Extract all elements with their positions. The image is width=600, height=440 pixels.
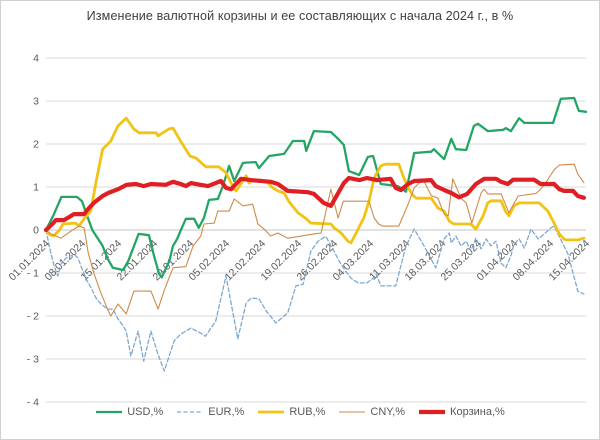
legend-label: Корзина,% (450, 406, 505, 418)
legend-line-sample (96, 410, 123, 414)
legend-item-Корзина: Корзина,% (418, 406, 505, 418)
series-line-Корзина (43, 175, 586, 233)
legend-line-sample (177, 411, 204, 413)
legend-label: EUR,% (208, 406, 245, 418)
series-line-RUB (44, 116, 586, 245)
legend-label: RUB,% (289, 406, 326, 418)
chart-legend: USD,% EUR,% RUB,% CNY,% Корзина,% (1, 406, 599, 418)
y-tick-label: 0 (33, 225, 39, 237)
legend-label: USD,% (127, 406, 164, 418)
series-line-USD (44, 96, 588, 279)
series-line-CNY (45, 163, 585, 317)
y-tick-label: 2 (33, 139, 39, 151)
y-tick-label: 3 (33, 96, 39, 108)
y-tick-label: - 2 (27, 311, 39, 323)
legend-item-CNY: CNY,% (338, 406, 405, 418)
y-tick-label: - 3 (27, 354, 39, 366)
legend-line-sample (419, 409, 446, 415)
y-tick-label: 4 (33, 53, 39, 65)
chart-title: Изменение валютной корзины и ее составля… (86, 9, 514, 23)
y-tick-label: 1 (33, 182, 39, 194)
legend-label: CNY,% (370, 406, 406, 418)
y-tick-label: - 1 (27, 268, 39, 280)
legend-line-sample (339, 411, 366, 413)
legend-item-USD: USD,% (95, 406, 163, 418)
legend-item-RUB: RUB,% (257, 406, 325, 418)
legend-item-EUR: EUR,% (176, 406, 244, 418)
legend-line-sample (258, 410, 285, 414)
y-tick-label: - 4 (27, 397, 39, 409)
series-line-EUR (45, 225, 585, 372)
